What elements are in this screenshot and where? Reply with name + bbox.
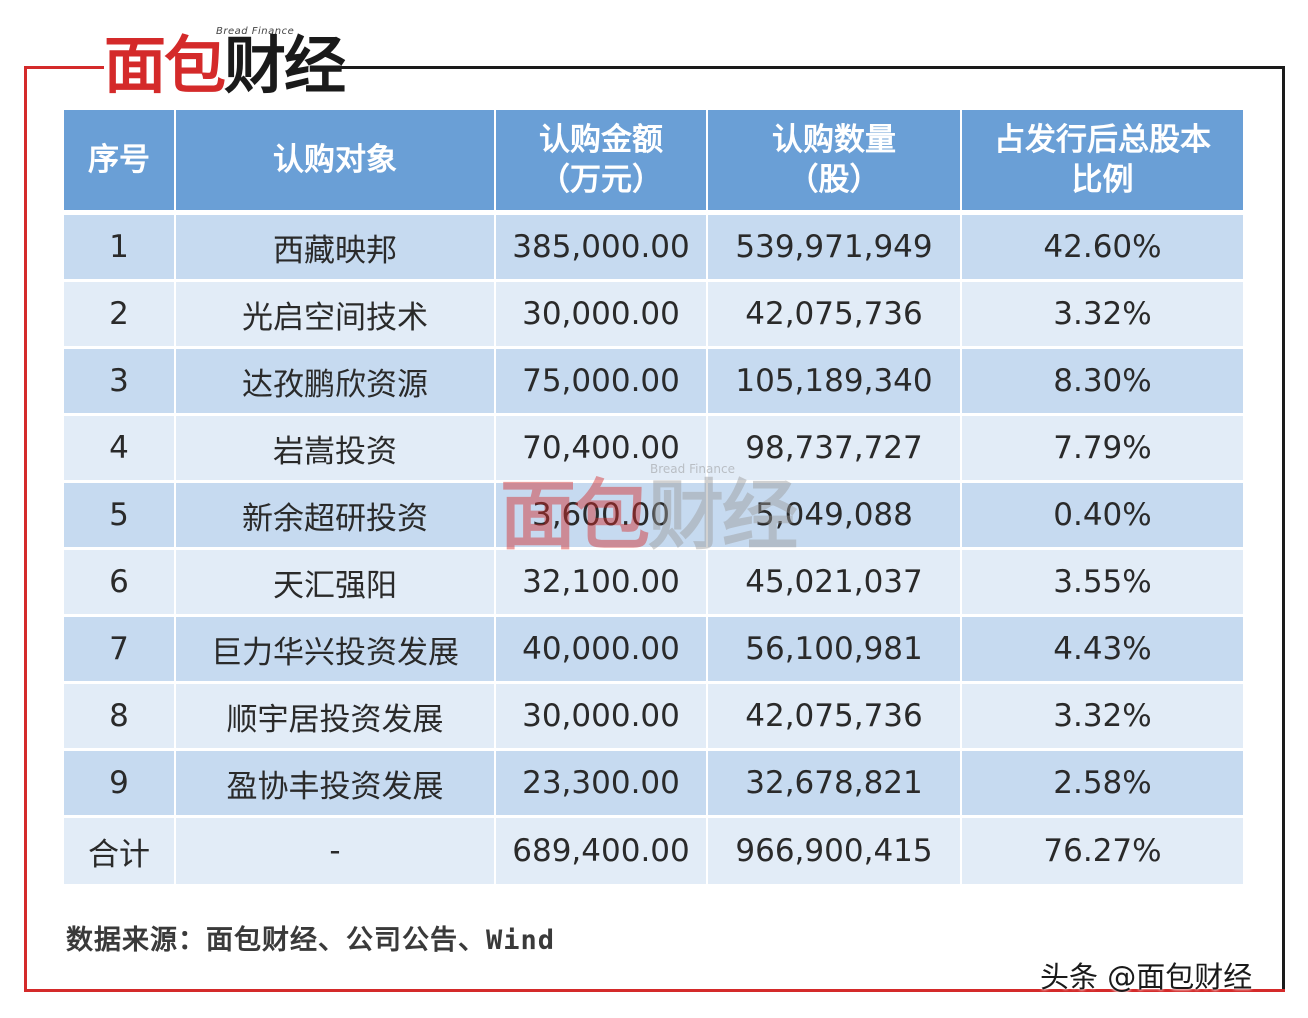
cell-subscriber: 西藏映邦 (176, 215, 496, 282)
header-line-2: （股） (787, 162, 881, 198)
cell-index: 3 (64, 349, 176, 416)
cell-amount: 40,000.00 (496, 617, 708, 684)
cell-amount: 385,000.00 (496, 215, 708, 282)
cell-quantity: 98,737,727 (708, 416, 962, 483)
cell-subscriber: 天汇强阳 (176, 550, 496, 617)
cell-quantity: 105,189,340 (708, 349, 962, 416)
cell-ratio: 42.60% (962, 215, 1243, 282)
frame-left-border (24, 66, 27, 992)
cell-amount: 75,000.00 (496, 349, 708, 416)
header-line-1: 占发行后总股本 (994, 122, 1211, 158)
cell-subscriber: 达孜鹏欣资源 (176, 349, 496, 416)
cell-ratio: 0.40% (962, 483, 1243, 550)
cell-quantity: 42,075,736 (708, 684, 962, 751)
cell-ratio: 2.58% (962, 751, 1243, 818)
cell-index: 9 (64, 751, 176, 818)
table-row: 3 达孜鹏欣资源 75,000.00 105,189,340 8.30% (64, 349, 1243, 416)
cell-index: 6 (64, 550, 176, 617)
header-quantity: 认购数量 （股） (708, 110, 962, 215)
cell-amount: 30,000.00 (496, 684, 708, 751)
cell-quantity: 42,075,736 (708, 282, 962, 349)
logo-subtitle: Bread Finance (216, 26, 295, 37)
cell-subscriber: 光启空间技术 (176, 282, 496, 349)
table-row: 1 西藏映邦 385,000.00 539,971,949 42.60% (64, 215, 1243, 282)
cell-index: 4 (64, 416, 176, 483)
table-row: 2 光启空间技术 30,000.00 42,075,736 3.32% (64, 282, 1243, 349)
header-index: 序号 (64, 110, 176, 215)
table-row: 9 盈协丰投资发展 23,300.00 32,678,821 2.58% (64, 751, 1243, 818)
total-cell-ratio: 76.27% (962, 818, 1243, 884)
cell-index: 8 (64, 684, 176, 751)
cell-quantity: 56,100,981 (708, 617, 962, 684)
frame-top-black-border (330, 66, 1285, 69)
table-row: 6 天汇强阳 32,100.00 45,021,037 3.55% (64, 550, 1243, 617)
cell-subscriber: 岩嵩投资 (176, 416, 496, 483)
table-row: 8 顺宇居投资发展 30,000.00 42,075,736 3.32% (64, 684, 1243, 751)
cell-amount: 23,300.00 (496, 751, 708, 818)
cell-index: 7 (64, 617, 176, 684)
header-line-2: 比例 (1071, 162, 1134, 198)
header-ratio: 占发行后总股本 比例 (962, 110, 1243, 215)
cell-amount: 32,100.00 (496, 550, 708, 617)
logo-text-dark: 财经 (224, 29, 346, 102)
cell-quantity: 45,021,037 (708, 550, 962, 617)
data-source-note: 数据来源：面包财经、公司公告、Wind (66, 925, 556, 956)
header-line-1: 认购数量 (772, 122, 896, 158)
platform-attribution: 头条 @面包财经 (1040, 960, 1253, 994)
cell-ratio: 8.30% (962, 349, 1243, 416)
subscription-table: 序号 认购对象 认购金额 （万元） 认购数量 （股） 占发行后总股本 比例 1 西藏映邦 385,… (64, 110, 1243, 884)
cell-ratio: 3.32% (962, 684, 1243, 751)
frame-bottom-border (24, 989, 1285, 992)
total-cell-subscriber: - (176, 818, 496, 884)
table-row: 4 岩嵩投资 70,400.00 98,737,727 7.79% (64, 416, 1243, 483)
cell-amount: 70,400.00 (496, 416, 708, 483)
total-cell-quantity: 966,900,415 (708, 818, 962, 884)
cell-subscriber: 顺宇居投资发展 (176, 684, 496, 751)
cell-quantity: 5,049,088 (708, 483, 962, 550)
table-row: 7 巨力华兴投资发展 40,000.00 56,100,981 4.43% (64, 617, 1243, 684)
cell-subscriber: 巨力华兴投资发展 (176, 617, 496, 684)
table-row: 5 新余超研投资 3,600.00 5,049,088 0.40% (64, 483, 1243, 550)
cell-index: 1 (64, 215, 176, 282)
cell-quantity: 539,971,949 (708, 215, 962, 282)
brand-logo: Bread Finance 面包财经 (104, 20, 346, 104)
cell-index: 5 (64, 483, 176, 550)
header-line-2: （万元） (539, 162, 663, 198)
cell-amount: 3,600.00 (496, 483, 708, 550)
header-line-1: 序号 (88, 142, 150, 178)
header-amount: 认购金额 （万元） (496, 110, 708, 215)
header-line-1: 认购金额 (539, 122, 663, 158)
cell-quantity: 32,678,821 (708, 751, 962, 818)
header-line-1: 认购对象 (273, 142, 397, 178)
table-header-row: 序号 认购对象 认购金额 （万元） 认购数量 （股） 占发行后总股本 比例 (64, 110, 1243, 215)
total-cell-amount: 689,400.00 (496, 818, 708, 884)
table-body: 1 西藏映邦 385,000.00 539,971,949 42.60% 2 光启空间技术 3… (64, 215, 1243, 884)
header-subscriber: 认购对象 (176, 110, 496, 215)
cell-ratio: 3.55% (962, 550, 1243, 617)
table-total-row: 合计 -689,400.00 966,900,415 76.27% (64, 818, 1243, 884)
logo-wordmark: 面包财经 (104, 29, 346, 102)
cell-ratio: 7.79% (962, 416, 1243, 483)
cell-subscriber: 新余超研投资 (176, 483, 496, 550)
cell-ratio: 4.43% (962, 617, 1243, 684)
cell-subscriber: 盈协丰投资发展 (176, 751, 496, 818)
total-cell-index: 合计 (64, 818, 176, 884)
cell-ratio: 3.32% (962, 282, 1243, 349)
frame-right-border (1282, 66, 1285, 992)
cell-index: 2 (64, 282, 176, 349)
logo-text-red: 面包 (104, 29, 226, 102)
frame-top-red-border (24, 66, 104, 69)
cell-amount: 30,000.00 (496, 282, 708, 349)
